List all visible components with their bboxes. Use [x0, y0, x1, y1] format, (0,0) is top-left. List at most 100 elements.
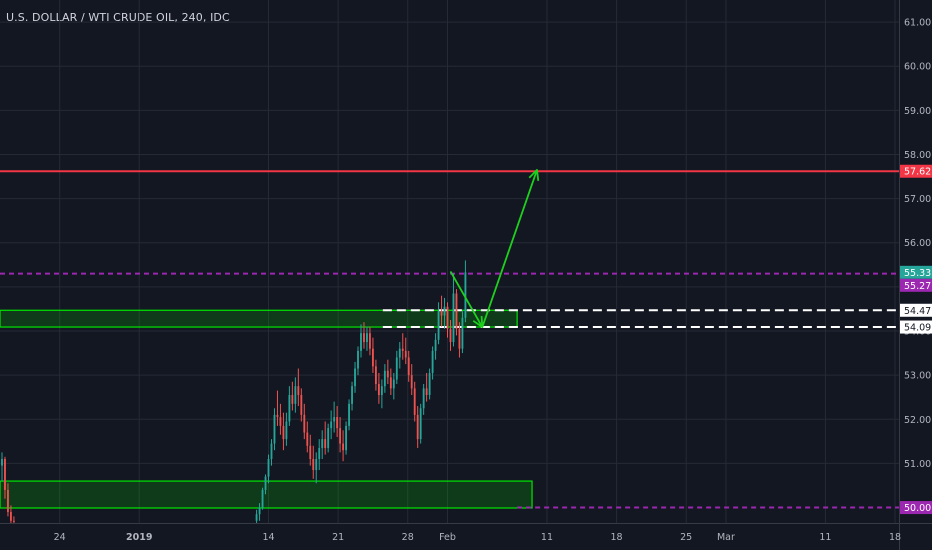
y-tick-label: 53.00 [904, 371, 931, 382]
grid [0, 0, 899, 523]
candle-body [416, 414, 419, 440]
candle-body [312, 459, 315, 471]
candle [7, 483, 9, 517]
candle [312, 445, 315, 479]
candle-body [342, 443, 345, 451]
candle [267, 454, 270, 484]
candles [1, 260, 467, 523]
candle [425, 372, 428, 402]
candle [404, 337, 407, 365]
candle [264, 474, 267, 495]
candle-body [264, 476, 267, 490]
y-tick-label: 59.00 [904, 106, 931, 117]
candle-body [380, 386, 383, 396]
price-tag-bg [900, 164, 932, 178]
candle-body [294, 386, 297, 404]
candle [282, 412, 285, 451]
candle [428, 368, 431, 400]
price-tag: 57.62 [900, 164, 932, 178]
candle-body [4, 459, 6, 490]
candle [333, 401, 336, 433]
x-tick-label: 25 [680, 532, 692, 543]
candle [461, 311, 464, 354]
upper-zone [0, 309, 518, 328]
candle-body [330, 421, 333, 429]
candle-body [309, 445, 312, 460]
candle [4, 456, 6, 499]
candle-body [398, 348, 401, 358]
x-tick-label: 18 [611, 532, 623, 543]
candle [270, 439, 273, 466]
candle-body [455, 293, 458, 329]
candle [386, 359, 389, 384]
x-tick-label: 21 [332, 532, 344, 543]
candle [377, 372, 380, 404]
candle [255, 509, 258, 523]
candle [342, 430, 345, 462]
candle [369, 326, 371, 356]
candle [374, 359, 377, 391]
candle [431, 346, 434, 380]
candle [366, 326, 368, 351]
candle-body [288, 395, 291, 422]
candle [306, 421, 309, 453]
y-tick-label: 61.00 [904, 18, 931, 29]
candle [363, 322, 365, 349]
candle [392, 372, 395, 400]
y-tick-label: 51.00 [904, 459, 931, 470]
candle [383, 364, 386, 393]
price-tag: 55.27 [900, 278, 932, 292]
candle-body [458, 328, 461, 349]
candle [321, 430, 324, 460]
candle [357, 346, 359, 376]
horizontal-levels [0, 170, 899, 509]
candle-body [413, 388, 416, 415]
candle-body [443, 306, 446, 316]
candle [285, 412, 288, 446]
candle-body [12, 520, 15, 522]
candle-body [389, 377, 392, 389]
candle [434, 333, 437, 360]
y-tick-label: 58.00 [904, 150, 931, 161]
candle-body [261, 489, 264, 508]
candle [446, 302, 449, 338]
candle-body [366, 333, 368, 343]
candle-body [363, 333, 365, 343]
candle [452, 273, 455, 347]
candle-body [306, 432, 309, 446]
candle-body [282, 425, 285, 440]
candle-body [357, 350, 359, 369]
candle [12, 516, 15, 523]
candle [309, 434, 312, 466]
candle [407, 350, 410, 382]
candle [458, 322, 461, 358]
candle [440, 295, 443, 327]
candle [455, 289, 458, 336]
candle [315, 452, 318, 484]
candle [258, 503, 261, 521]
candle [464, 260, 467, 323]
candle [410, 364, 413, 396]
candle [318, 439, 321, 471]
candle [413, 381, 416, 422]
candle-body [369, 333, 371, 349]
price-tag-bg [900, 320, 932, 334]
candle [339, 417, 342, 453]
candle-body [7, 489, 9, 512]
candle [276, 390, 279, 426]
price-tag-label: 50.00 [904, 503, 931, 514]
candle-body [422, 388, 425, 409]
candle-body [383, 370, 386, 387]
price-tag-label: 57.62 [904, 167, 931, 178]
candle-body [258, 507, 261, 515]
candle [398, 342, 401, 369]
candle-body [270, 443, 273, 460]
candle [324, 421, 327, 455]
candle-body [345, 425, 348, 451]
candle-body [267, 459, 270, 477]
x-tick-label: 18 [889, 532, 901, 543]
candle-body [428, 372, 431, 396]
candle-body [401, 348, 404, 351]
candle-body [279, 417, 282, 426]
